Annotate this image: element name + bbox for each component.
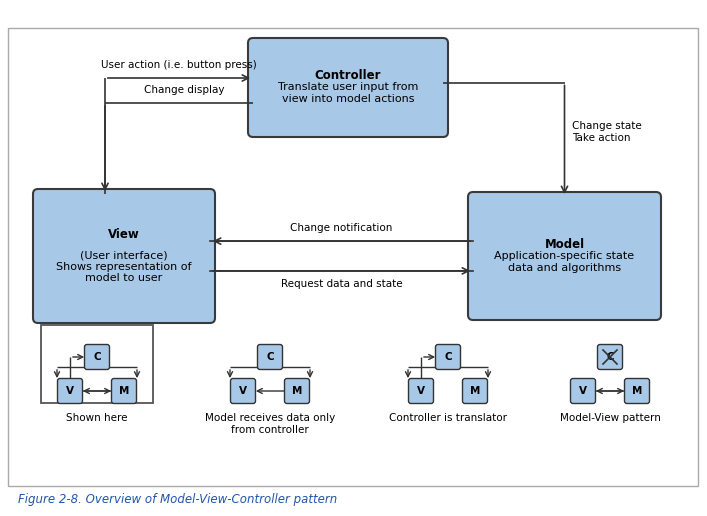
Text: Controller: Controller bbox=[315, 69, 381, 82]
Text: C: C bbox=[267, 352, 274, 362]
Text: View: View bbox=[108, 228, 140, 240]
Text: M: M bbox=[292, 386, 302, 396]
Text: model to user: model to user bbox=[86, 273, 163, 283]
FancyBboxPatch shape bbox=[436, 345, 460, 369]
Text: V: V bbox=[579, 386, 587, 396]
Text: M: M bbox=[470, 386, 480, 396]
Text: Model receives data only
from controller: Model receives data only from controller bbox=[205, 413, 335, 434]
FancyBboxPatch shape bbox=[462, 379, 488, 404]
Text: Controller is translator: Controller is translator bbox=[389, 413, 507, 423]
Text: V: V bbox=[239, 386, 247, 396]
Text: Request data and state: Request data and state bbox=[281, 279, 402, 289]
Text: (User interface): (User interface) bbox=[80, 251, 168, 261]
FancyBboxPatch shape bbox=[8, 28, 698, 486]
FancyBboxPatch shape bbox=[409, 379, 433, 404]
Text: V: V bbox=[66, 386, 74, 396]
FancyBboxPatch shape bbox=[597, 345, 622, 369]
Text: Change notification: Change notification bbox=[291, 223, 392, 233]
Text: Figure 2-8. Overview of Model-View-Controller pattern: Figure 2-8. Overview of Model-View-Contr… bbox=[18, 493, 337, 507]
FancyBboxPatch shape bbox=[33, 189, 215, 323]
FancyBboxPatch shape bbox=[284, 379, 310, 404]
Text: Model: Model bbox=[544, 237, 585, 250]
FancyBboxPatch shape bbox=[85, 345, 110, 369]
Text: Shows representation of: Shows representation of bbox=[57, 262, 192, 272]
Text: C: C bbox=[93, 352, 101, 362]
Text: Change display: Change display bbox=[144, 85, 224, 95]
Text: Shown here: Shown here bbox=[66, 413, 128, 423]
Text: C: C bbox=[606, 352, 614, 362]
Text: V: V bbox=[417, 386, 425, 396]
Text: Model-View pattern: Model-View pattern bbox=[559, 413, 660, 423]
FancyBboxPatch shape bbox=[248, 38, 448, 137]
Text: M: M bbox=[632, 386, 642, 396]
FancyBboxPatch shape bbox=[571, 379, 595, 404]
Text: Change state
Take action: Change state Take action bbox=[573, 121, 642, 142]
Text: data and algorithms: data and algorithms bbox=[508, 263, 621, 273]
Text: view into model actions: view into model actions bbox=[282, 94, 414, 105]
FancyBboxPatch shape bbox=[257, 345, 283, 369]
FancyBboxPatch shape bbox=[468, 192, 661, 320]
FancyBboxPatch shape bbox=[230, 379, 255, 404]
Text: Application-specific state: Application-specific state bbox=[494, 251, 635, 261]
FancyBboxPatch shape bbox=[112, 379, 136, 404]
Text: User action (i.e. button press): User action (i.e. button press) bbox=[101, 60, 257, 70]
FancyBboxPatch shape bbox=[624, 379, 650, 404]
Text: C: C bbox=[444, 352, 452, 362]
FancyBboxPatch shape bbox=[57, 379, 83, 404]
Text: Translate user input from: Translate user input from bbox=[278, 83, 418, 92]
Text: M: M bbox=[119, 386, 129, 396]
